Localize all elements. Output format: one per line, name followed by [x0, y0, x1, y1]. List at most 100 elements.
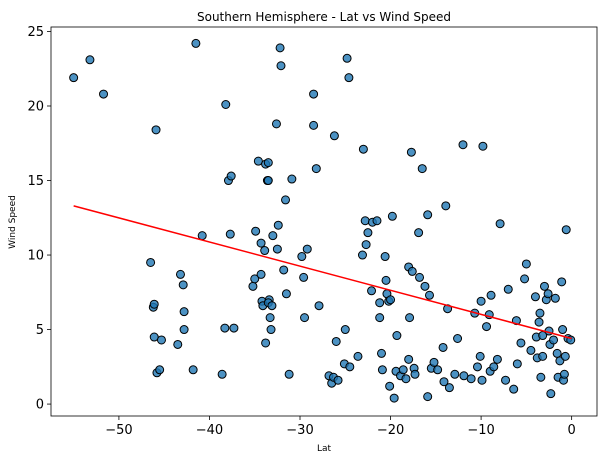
data-point [392, 331, 402, 341]
data-point [265, 313, 275, 323]
x-tick-label: −10 [467, 423, 494, 438]
data-point [410, 369, 420, 379]
x-axis-label: Lat [317, 444, 332, 454]
data-point [309, 120, 319, 130]
data-point [367, 286, 377, 296]
data-point [268, 231, 278, 241]
data-point [377, 348, 386, 358]
data-point [251, 226, 261, 236]
data-point [250, 274, 260, 284]
data-point [178, 280, 188, 290]
data-point [361, 240, 371, 250]
data-point [380, 252, 390, 262]
data-point [438, 342, 448, 352]
data-point [503, 284, 513, 294]
y-tick-label: 15 [27, 174, 44, 189]
regression-layer [73, 205, 572, 340]
data-point [191, 38, 201, 48]
data-point [387, 211, 397, 221]
data-point [424, 290, 434, 300]
data-point [381, 275, 391, 285]
data-point [226, 171, 236, 181]
x-tick-label: −50 [105, 423, 132, 438]
data-point [375, 298, 385, 308]
data-point [358, 144, 368, 154]
data-point [155, 365, 165, 375]
data-point [85, 55, 95, 65]
data-point [534, 317, 544, 327]
data-point [415, 272, 425, 282]
data-point [405, 313, 415, 323]
data-point [267, 301, 277, 311]
data-point [453, 334, 463, 343]
data-point [146, 257, 156, 267]
data-point [342, 53, 352, 63]
data-point [281, 289, 291, 299]
data-point [552, 348, 562, 358]
data-point [535, 308, 545, 318]
data-point [543, 289, 553, 299]
x-tick-label: −40 [196, 423, 223, 438]
data-point [407, 266, 417, 276]
data-point [404, 354, 414, 364]
data-point [357, 250, 367, 260]
data-point [385, 381, 395, 391]
data-point [458, 140, 468, 150]
data-point [477, 375, 487, 385]
data-point [151, 125, 161, 135]
data-points [69, 38, 576, 403]
data-point [217, 369, 227, 379]
data-point [363, 228, 373, 238]
regression-line [73, 205, 572, 340]
data-point [561, 225, 571, 235]
data-point [375, 313, 385, 323]
data-point [472, 362, 482, 372]
data-point [266, 325, 276, 335]
data-point [501, 375, 511, 385]
data-point [423, 392, 433, 402]
data-point [284, 369, 294, 379]
data-point [521, 259, 531, 269]
data-point [333, 375, 343, 385]
data-point [345, 362, 355, 372]
data-point [260, 246, 270, 256]
data-point [261, 338, 271, 348]
y-tick-label: 5 [36, 323, 44, 338]
data-point [389, 393, 399, 403]
data-point [225, 229, 235, 239]
data-point [466, 374, 476, 384]
data-point [557, 277, 567, 287]
data-point [441, 201, 451, 211]
data-point [281, 195, 291, 205]
data-point [549, 335, 559, 345]
data-point [300, 313, 310, 323]
data-point [439, 377, 449, 387]
data-point [444, 383, 454, 393]
data-point [179, 325, 189, 335]
y-tick-label: 0 [36, 398, 44, 413]
data-point [423, 210, 433, 220]
data-point [386, 295, 396, 305]
y-axis: 0 5 10 15 20 25 [27, 25, 51, 413]
data-point [486, 290, 496, 300]
data-point [329, 131, 339, 141]
data-point [314, 301, 324, 311]
data-point [559, 369, 569, 379]
data-point [229, 323, 239, 333]
data-point [550, 293, 560, 303]
data-point [156, 335, 166, 345]
y-tick-label: 20 [27, 99, 44, 114]
data-point [492, 354, 502, 364]
data-point [516, 338, 526, 348]
data-point [299, 272, 309, 282]
data-point [263, 176, 273, 186]
data-point [560, 351, 570, 361]
data-point [248, 281, 258, 291]
data-point [221, 100, 231, 109]
data-point [512, 359, 522, 369]
y-tick-label: 10 [27, 249, 44, 264]
data-point [179, 307, 189, 317]
x-tick-label: −30 [286, 423, 313, 438]
data-point [372, 216, 382, 226]
